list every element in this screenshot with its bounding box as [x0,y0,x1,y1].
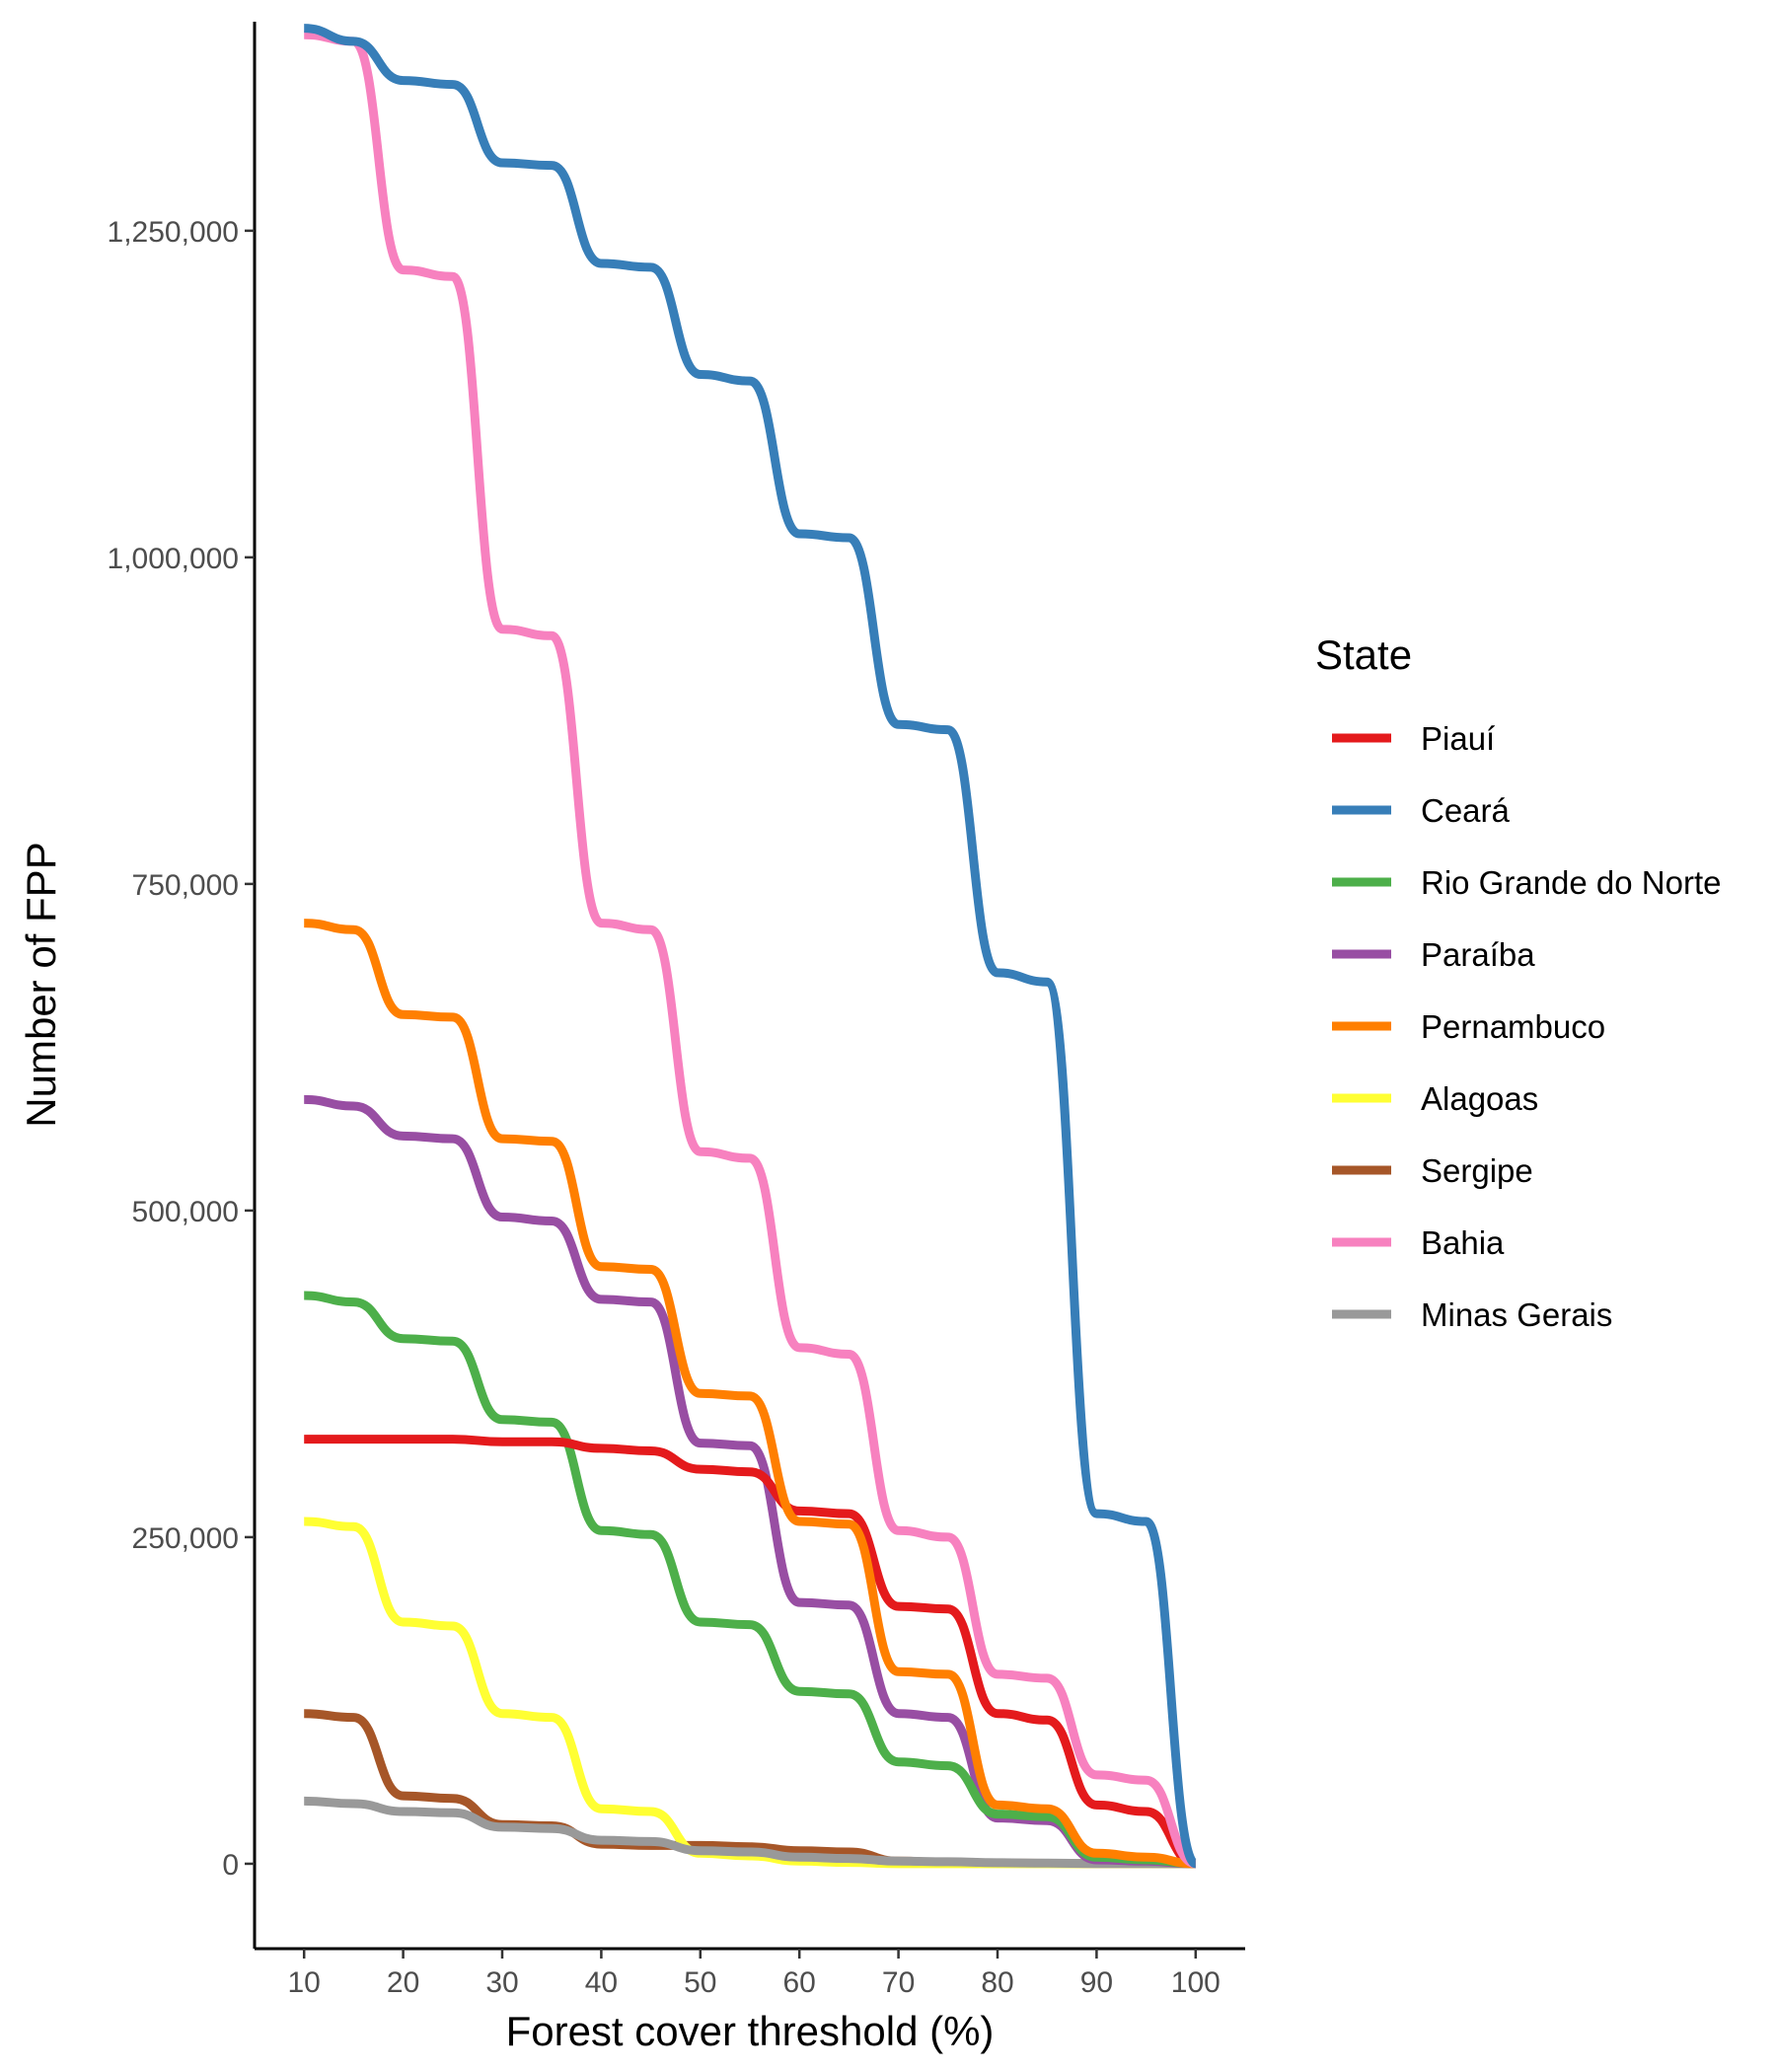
legend-label: Minas Gerais [1421,1296,1612,1333]
y-axis-title: Number of FPP [18,842,64,1127]
x-axis-title: Forest cover threshold (%) [506,2008,995,2054]
legend-label: Paraíba [1421,936,1535,973]
y-tick-label: 1,250,000 [108,216,239,249]
x-tick-label: 70 [882,1966,915,1999]
x-tick-label: 90 [1080,1966,1113,1999]
series-line-paraiba [304,1094,1196,1869]
x-tick-label: 50 [684,1966,716,1999]
y-tick-label: 250,000 [132,1522,239,1555]
series-line-bahia [304,30,1197,1869]
y-tick-label: 1,000,000 [108,543,239,575]
x-axis-ticks: 10 20 30 40 50 60 70 80 90 100 [288,1949,1221,1999]
series-line-ceara [303,24,1199,1869]
y-tick-label: 0 [222,1849,239,1882]
series-line-pernambuco [304,919,1196,1869]
legend-label: Rio Grande do Norte [1421,864,1722,901]
legend-label: Bahia [1421,1224,1505,1261]
y-tick-label: 500,000 [132,1196,239,1228]
legend-title: State [1315,631,1412,678]
x-tick-label: 30 [485,1966,518,1999]
y-axis-ticks: 0 250,000 500,000 750,000 1,000,000 1,250,000 [108,216,255,1882]
y-tick-label: 750,000 [132,869,239,902]
x-tick-label: 40 [585,1966,618,1999]
legend-label: Pernambuco [1421,1008,1605,1045]
series-line-rio-grande-do-norte [304,1291,1196,1869]
legend: State Piauí Ceará Rio Grande do Norte Paraí… [1315,631,1722,1333]
legend-items: Piauí Ceará Rio Grande do Norte Paraíba Pern… [1332,720,1722,1333]
legend-label: Sergipe [1421,1152,1533,1189]
x-tick-label: 60 [783,1966,816,1999]
x-tick-label: 80 [981,1966,1013,1999]
plot-area: 0 250,000 500,000 750,000 1,000,000 1,250,000… [108,22,1245,1999]
x-tick-label: 10 [288,1966,321,1999]
legend-label: Alagoas [1421,1080,1538,1117]
legend-label: Ceará [1421,792,1511,829]
legend-label: Piauí [1421,720,1495,757]
series-line-minas-gerais [304,1796,1196,1869]
x-tick-label: 100 [1171,1966,1221,1999]
series-lines [303,24,1199,1869]
x-tick-label: 20 [387,1966,419,1999]
